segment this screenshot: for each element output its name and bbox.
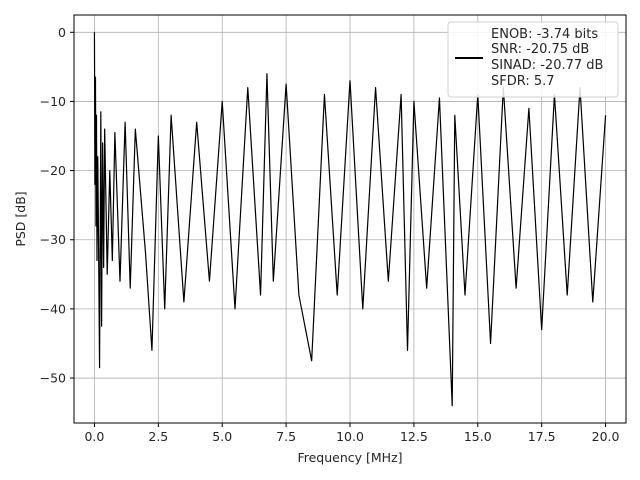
legend-entry-snr: SNR: -20.75 dB bbox=[491, 42, 589, 57]
y-axis-label: PSD [dB] bbox=[13, 191, 28, 246]
x-tick-label: 0.0 bbox=[84, 429, 104, 444]
x-axis-ticks: 0.0 2.5 5.0 7.5 10.0 12.5 15.0 17.5 20.0 bbox=[84, 423, 620, 444]
x-tick-label: 15.0 bbox=[464, 429, 492, 444]
y-axis-ticks: 0 −10 −20 −30 −40 −50 bbox=[40, 25, 74, 386]
y-tick-label: 0 bbox=[58, 25, 66, 40]
y-tick-label: −20 bbox=[40, 163, 66, 178]
x-tick-label: 7.5 bbox=[276, 429, 296, 444]
x-tick-label: 10.0 bbox=[336, 429, 364, 444]
x-tick-label: 12.5 bbox=[400, 429, 428, 444]
y-tick-label: −30 bbox=[40, 232, 66, 247]
legend-entry-sinad: SINAD: -20.77 dB bbox=[491, 58, 603, 73]
legend: ENOB: -3.74 bits SNR: -20.75 dB SINAD: -… bbox=[447, 21, 619, 98]
x-tick-label: 2.5 bbox=[148, 429, 168, 444]
y-tick-label: −40 bbox=[40, 301, 66, 316]
psd-series-line bbox=[93, 32, 607, 407]
legend-entry-sfdr: SFDR: 5.7 bbox=[491, 74, 555, 89]
plot-area bbox=[93, 32, 607, 407]
y-tick-label: −50 bbox=[40, 371, 66, 386]
x-tick-label: 20.0 bbox=[592, 429, 620, 444]
legend-entry-enob: ENOB: -3.74 bits bbox=[491, 27, 598, 42]
y-tick-label: −10 bbox=[40, 94, 66, 109]
series-layer bbox=[93, 32, 607, 407]
x-axis-label: Frequency [MHz] bbox=[297, 450, 402, 465]
x-tick-label: 5.0 bbox=[212, 429, 232, 444]
x-tick-label: 17.5 bbox=[528, 429, 556, 444]
legend-box bbox=[447, 21, 619, 98]
plot-frame bbox=[73, 14, 627, 424]
